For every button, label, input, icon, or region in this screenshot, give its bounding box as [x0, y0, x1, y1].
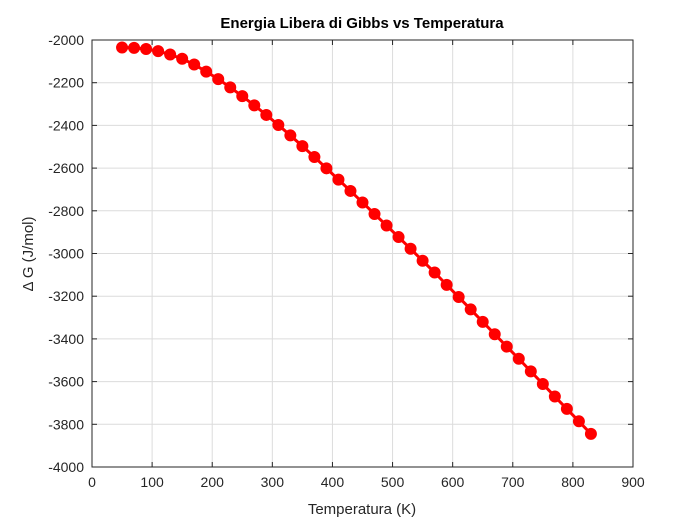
y-tick-label: -3600 [48, 374, 84, 390]
data-point [548, 390, 561, 403]
data-point [188, 58, 201, 71]
data-point [488, 328, 501, 341]
data-point [176, 52, 189, 65]
y-tick-label: -3000 [48, 246, 84, 262]
x-tick-label: 700 [501, 474, 525, 490]
x-tick-label: 200 [201, 474, 225, 490]
x-tick-label: 100 [140, 474, 164, 490]
series-line [122, 45, 593, 435]
y-tick-label: -2800 [48, 203, 84, 219]
data-point [512, 352, 525, 365]
x-tick-label: 0 [88, 474, 96, 490]
x-tick-label: 300 [261, 474, 285, 490]
data-point [128, 41, 141, 54]
data-point [404, 242, 417, 255]
y-tick-label: -3800 [48, 416, 84, 432]
data-point [284, 129, 297, 142]
x-tick-label: 900 [621, 474, 645, 490]
x-tick-label: 400 [321, 474, 345, 490]
chart-title: Energia Libera di Gibbs vs Temperatura [220, 15, 504, 32]
x-axis-label: Temperatura (K) [308, 501, 416, 518]
data-point [452, 291, 465, 304]
data-point [344, 184, 357, 197]
data-point [356, 196, 369, 209]
data-point [476, 315, 489, 328]
data-point [212, 73, 225, 86]
y-tick-label: -2600 [48, 160, 84, 176]
y-axis-label: Δ G (J/mol) [20, 216, 37, 291]
data-point [500, 340, 513, 353]
axis-ticks: 0 100 200 300 400 500 600 700 800 900 -4000 -3800 -3… [48, 32, 645, 490]
data-point [380, 219, 393, 232]
data-point [536, 377, 549, 390]
data-point [116, 41, 129, 54]
data-point [272, 118, 285, 131]
data-point [224, 81, 237, 94]
x-tick-label: 600 [441, 474, 465, 490]
data-point [320, 162, 333, 175]
data-point [236, 90, 249, 103]
data-point [140, 42, 153, 55]
y-tick-label: -4000 [48, 459, 84, 475]
data-point [248, 99, 261, 112]
y-tick-label: -3400 [48, 331, 84, 347]
y-tick-label: -2000 [48, 32, 84, 48]
y-tick-label: -2200 [48, 75, 84, 91]
data-point [428, 266, 441, 279]
x-tick-label: 500 [381, 474, 405, 490]
data-point [296, 140, 309, 153]
data-point [464, 303, 477, 316]
y-tick-label: -2400 [48, 117, 84, 133]
data-point [332, 173, 345, 186]
data-point [440, 278, 453, 291]
data-point [416, 254, 429, 267]
data-point [584, 427, 597, 440]
data-point [200, 65, 213, 78]
data-point [164, 48, 177, 61]
data-point [152, 45, 165, 58]
data-point [572, 415, 585, 428]
data-point [308, 150, 321, 163]
data-point [524, 365, 537, 378]
x-tick-label: 800 [561, 474, 585, 490]
data-point [368, 208, 381, 221]
y-tick-label: -3200 [48, 288, 84, 304]
data-point [392, 231, 405, 244]
data-point [260, 108, 273, 121]
data-point [560, 402, 573, 415]
series-layer [116, 41, 597, 440]
